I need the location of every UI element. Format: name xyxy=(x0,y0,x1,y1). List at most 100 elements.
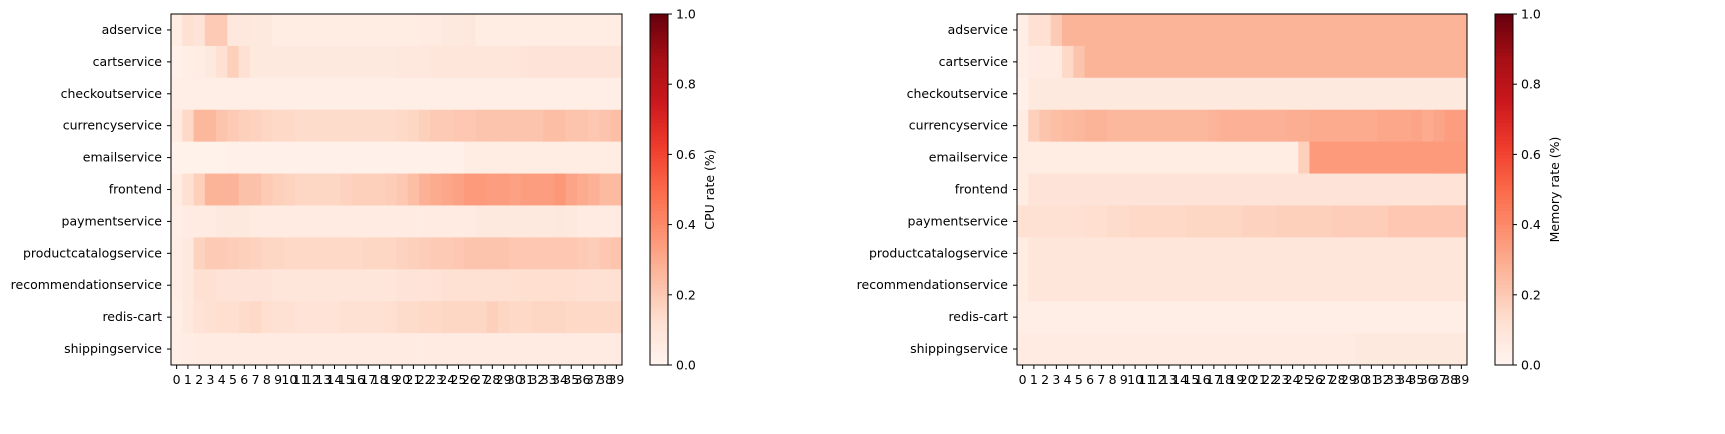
heatmap-cell xyxy=(1152,301,1164,334)
heatmap-cell xyxy=(1197,173,1209,206)
heatmap-cell xyxy=(452,141,465,174)
heatmap-cell xyxy=(419,141,431,174)
heatmap-cell xyxy=(295,141,307,174)
heatmap-cell xyxy=(1230,77,1243,111)
heatmap-cell xyxy=(441,141,454,174)
heatmap-cell xyxy=(340,269,352,302)
heatmap-cell xyxy=(430,237,442,270)
heatmap-cell xyxy=(1185,173,1198,206)
heatmap-cell xyxy=(238,45,251,79)
heatmap-cell xyxy=(1208,45,1220,79)
heatmap-cell xyxy=(599,269,612,302)
heatmap-cell xyxy=(1073,14,1085,47)
heatmap-cell xyxy=(238,237,251,270)
heatmap-cell xyxy=(1230,173,1243,206)
colorbar-band xyxy=(1495,294,1513,299)
heatmap-cell xyxy=(1129,333,1142,366)
colorbar-band xyxy=(650,333,668,338)
colorbar-tick-label: 0.8 xyxy=(1521,77,1541,92)
heatmap-cell xyxy=(486,269,499,302)
heatmap-cell xyxy=(1264,173,1277,206)
heatmap-cell xyxy=(373,77,386,111)
colorbar-tick-label: 1.0 xyxy=(1521,7,1541,22)
heatmap-cell xyxy=(1118,141,1130,174)
heatmap-cell xyxy=(1309,269,1322,302)
heatmap-cell xyxy=(227,45,240,79)
heatmap-cell xyxy=(1140,109,1153,143)
heatmap-cell xyxy=(1219,173,1232,206)
colorbar-band xyxy=(1495,238,1513,243)
heatmap-cell xyxy=(1264,14,1277,47)
heatmap-cell xyxy=(182,173,194,206)
colorbar-band xyxy=(650,354,668,359)
heatmap-cell xyxy=(1332,173,1344,206)
colorbar-band xyxy=(1495,24,1513,29)
heatmap-cell xyxy=(554,14,567,47)
heatmap-cell xyxy=(543,45,555,79)
heatmap-cell xyxy=(1410,45,1423,79)
heatmap-cell xyxy=(1230,141,1243,174)
heatmap-cell xyxy=(340,14,352,47)
heatmap-cell xyxy=(497,237,510,270)
colorbar-band xyxy=(1495,21,1513,26)
heatmap-cell xyxy=(1062,269,1074,302)
heatmap-cell xyxy=(1264,45,1277,79)
colorbar-band xyxy=(650,350,668,355)
colorbar-band xyxy=(650,154,668,159)
heatmap-cell xyxy=(1377,333,1389,366)
heatmap-cell xyxy=(204,141,217,174)
heatmap-cell xyxy=(238,173,251,206)
heatmap-cell xyxy=(419,205,431,238)
colorbar-band xyxy=(1495,31,1513,36)
x-tick-label: 0 xyxy=(1019,372,1027,387)
colorbar-band xyxy=(1495,185,1513,190)
heatmap-cell xyxy=(1309,173,1322,206)
heatmap-cell xyxy=(1399,205,1412,238)
colorbar-band xyxy=(650,98,668,103)
heatmap-cell xyxy=(1309,77,1322,111)
heatmap-cell xyxy=(1242,301,1254,334)
heatmap-cell xyxy=(1118,109,1130,143)
heatmap-cell xyxy=(204,14,217,47)
colorbar-band xyxy=(1495,193,1513,198)
colorbar-band xyxy=(1495,224,1513,229)
heatmap-cell xyxy=(373,205,386,238)
colorbar-band xyxy=(1495,133,1513,138)
heatmap-cell xyxy=(1422,333,1434,366)
heatmap-cell xyxy=(1455,237,1468,270)
x-tick-label: 36 xyxy=(575,372,591,387)
heatmap-cell xyxy=(1050,237,1063,270)
heatmap-cell xyxy=(1219,269,1232,302)
heatmap-cell xyxy=(1140,141,1153,174)
heatmap-cell xyxy=(599,109,612,143)
heatmap-cell xyxy=(509,269,521,302)
heatmap-cell xyxy=(396,269,409,302)
heatmap-cell xyxy=(509,109,521,143)
heatmap-cell xyxy=(543,301,555,334)
heatmap-cell xyxy=(1298,109,1310,143)
heatmap-cell xyxy=(1163,141,1175,174)
heatmap-cell xyxy=(1017,269,1029,302)
heatmap-cell xyxy=(599,141,612,174)
colorbar-tick-label: 0.0 xyxy=(1521,358,1541,373)
heatmap-cell xyxy=(486,301,499,334)
heatmap-cell xyxy=(1399,45,1412,79)
heatmap-cell xyxy=(1152,237,1164,270)
heatmap-cell xyxy=(576,333,589,366)
colorbar-band xyxy=(650,284,668,289)
heatmap-cell xyxy=(1230,269,1243,302)
heatmap-cell xyxy=(1433,205,1445,238)
memory-heatmap: adservice cartservice checkoutservice curre… xyxy=(857,7,1562,388)
heatmap-cell xyxy=(1343,45,1355,79)
heatmap-cell xyxy=(1365,269,1378,302)
heatmap-cell xyxy=(227,333,240,366)
heatmap-cell xyxy=(1275,301,1288,334)
heatmap-cell xyxy=(1163,173,1175,206)
x-tick-label: 31 xyxy=(518,372,534,387)
heatmap-cell xyxy=(1017,141,1029,174)
colorbar-band xyxy=(650,277,668,282)
heatmap-cell xyxy=(441,301,454,334)
x-tick-label: 38 xyxy=(597,372,613,387)
heatmap-cell xyxy=(1343,77,1355,111)
heatmap-cell xyxy=(407,333,420,366)
